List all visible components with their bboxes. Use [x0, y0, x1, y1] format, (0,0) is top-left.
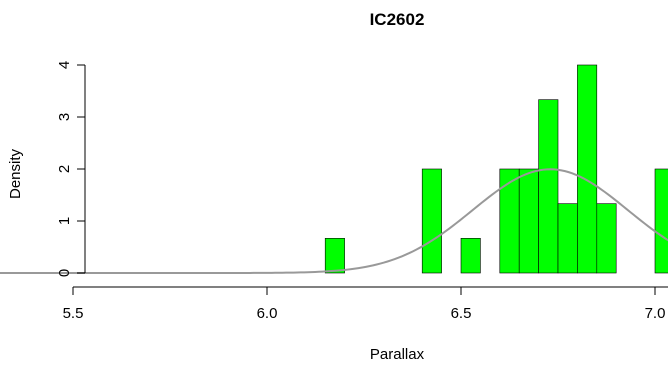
histogram-bar-5 — [518, 168, 539, 274]
histogram-bar-8 — [577, 64, 598, 274]
x-axis: 5.56.06.57.07.58.0 — [63, 286, 668, 322]
histogram-bar-10 — [654, 168, 668, 274]
histogram-bar-1 — [324, 238, 345, 274]
chart-title: IC2602 — [370, 10, 425, 29]
y-tick-label: 4 — [56, 61, 73, 69]
y-axis-label: Density — [7, 148, 24, 199]
histogram-bar-6 — [538, 99, 559, 274]
bars-layer — [324, 64, 668, 274]
y-tick-label: 3 — [56, 113, 73, 121]
x-tick-label: 7.0 — [645, 305, 666, 322]
histogram-bar-7 — [557, 203, 578, 274]
histogram-bar-9 — [596, 203, 617, 274]
density-curve-layer — [0, 168, 668, 274]
y-tick-label: 0 — [56, 269, 73, 277]
y-tick-label: 2 — [56, 165, 73, 173]
density-curve — [0, 168, 668, 274]
histogram-bar-3 — [460, 238, 481, 274]
y-axis: 0 1 2 3 4 — [56, 61, 86, 277]
x-tick-label: 6.0 — [257, 305, 278, 322]
x-tick-label: 5.5 — [63, 305, 84, 322]
histogram-bar-4 — [499, 168, 520, 274]
y-tick-label: 1 — [56, 217, 73, 225]
x-axis-label: Parallax — [370, 346, 425, 363]
histogram-bar-2 — [421, 168, 442, 274]
x-tick-label: 6.5 — [451, 305, 472, 322]
